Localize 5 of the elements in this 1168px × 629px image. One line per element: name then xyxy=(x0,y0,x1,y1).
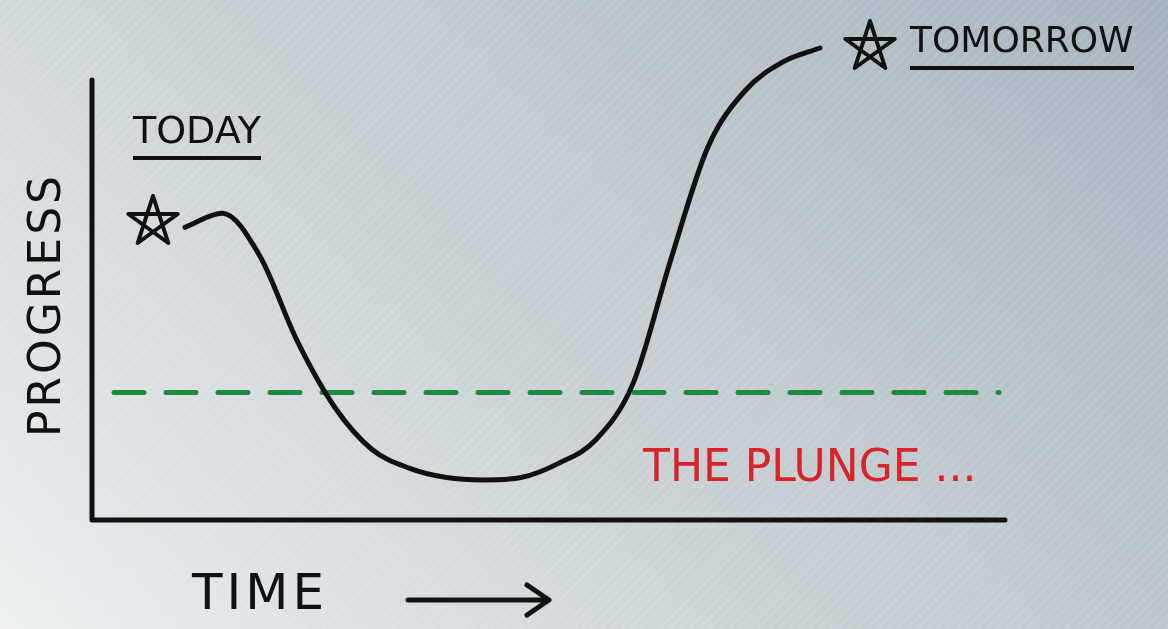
text: TOMORROW xyxy=(910,18,1134,70)
annotation: TODAY xyxy=(133,108,261,160)
y-axis-title: PROGRESS xyxy=(19,172,70,438)
x-axis-title: TIME xyxy=(192,562,329,622)
annotation: THE PLUNGE ... xyxy=(643,440,977,492)
